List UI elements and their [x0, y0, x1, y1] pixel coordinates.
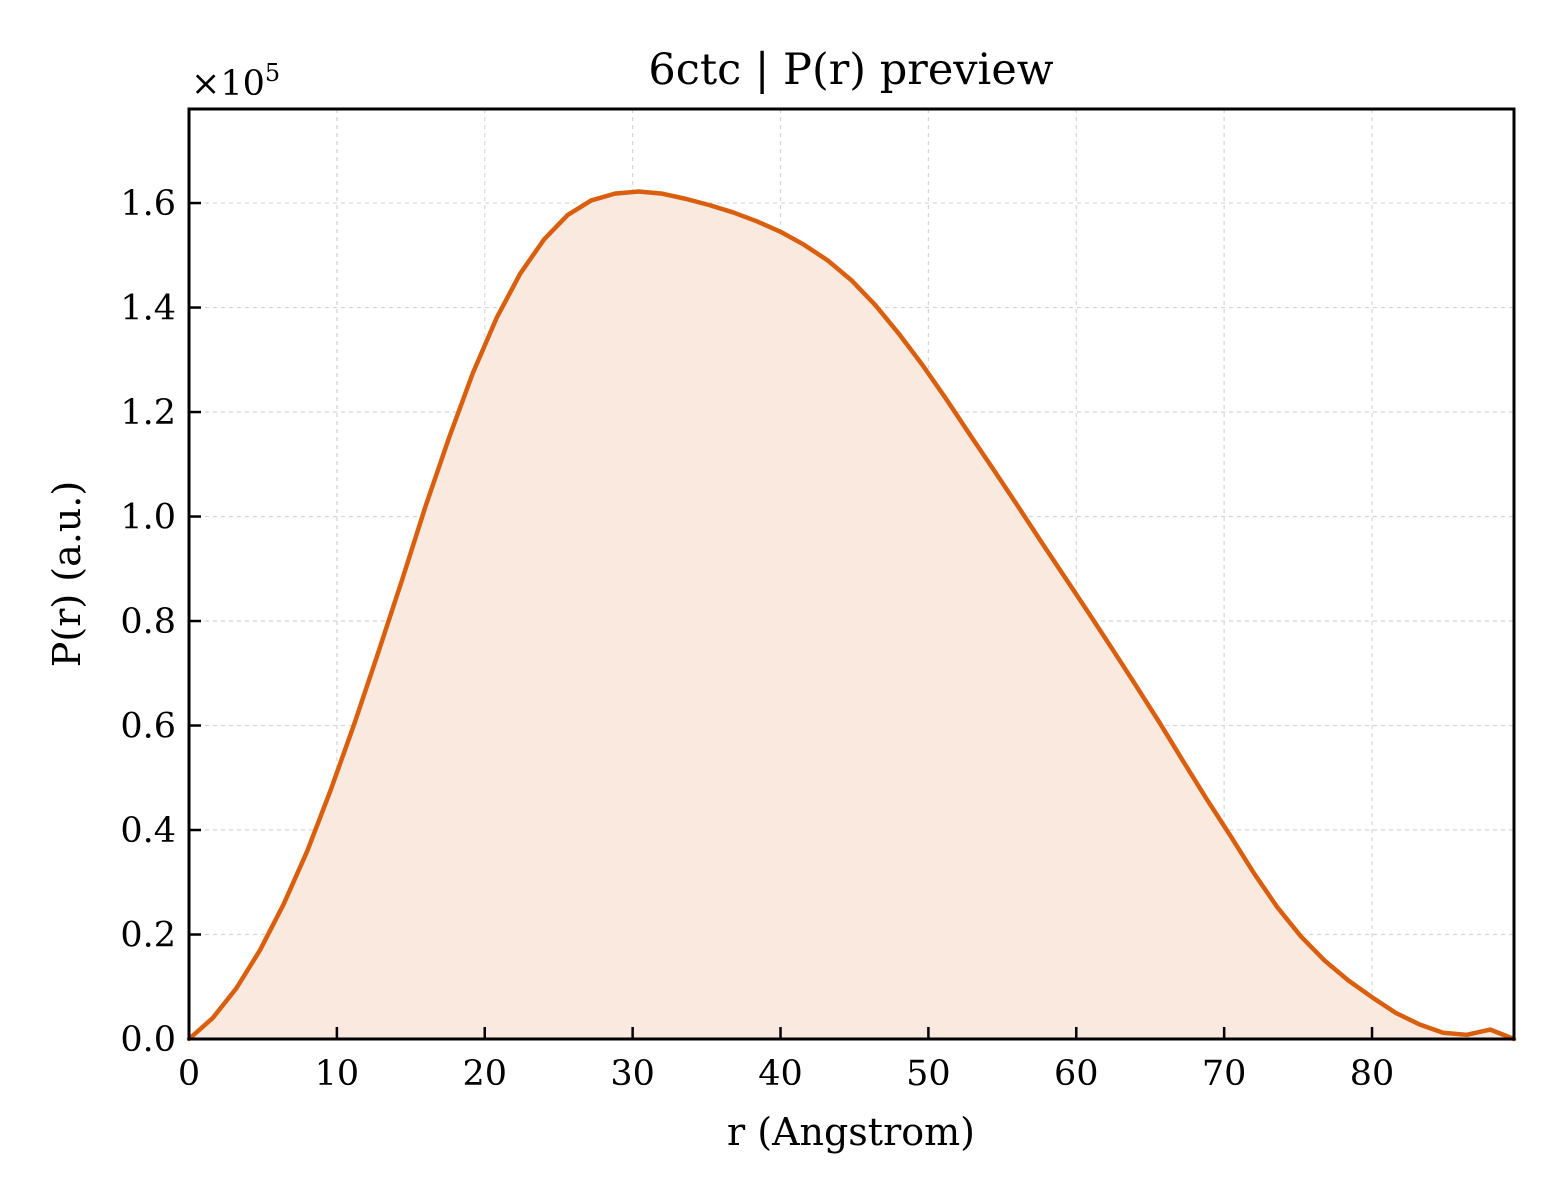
- x-tick-label: 80: [1350, 1054, 1395, 1094]
- chart-title: 6ctc | P(r) preview: [648, 45, 1053, 95]
- x-tick-label: 20: [462, 1054, 507, 1094]
- x-tick-label: 10: [315, 1054, 360, 1094]
- y-tick-label: 1.4: [120, 289, 176, 329]
- y-axis-label: P(r) (a.u.): [45, 481, 89, 667]
- y-tick-label: 0.0: [120, 1020, 176, 1060]
- x-tick-label: 40: [758, 1054, 803, 1094]
- y-tick-label: 0.2: [120, 916, 176, 956]
- x-axis-label: r (Angstrom): [727, 1110, 975, 1154]
- y-tick-label: 0.8: [120, 602, 176, 642]
- y-tick-label: 0.4: [120, 811, 176, 851]
- y-tick-label: 0.6: [120, 707, 176, 747]
- y-tick-label: 1.0: [120, 498, 176, 538]
- x-tick-label: 70: [1202, 1054, 1247, 1094]
- x-tick-label: 30: [610, 1054, 655, 1094]
- x-tick-label: 0: [178, 1054, 200, 1094]
- x-tick-label: 50: [906, 1054, 951, 1094]
- y-tick-label: 1.6: [120, 184, 176, 224]
- x-tick-label: 60: [1054, 1054, 1099, 1094]
- y-tick-label: 1.2: [120, 393, 176, 433]
